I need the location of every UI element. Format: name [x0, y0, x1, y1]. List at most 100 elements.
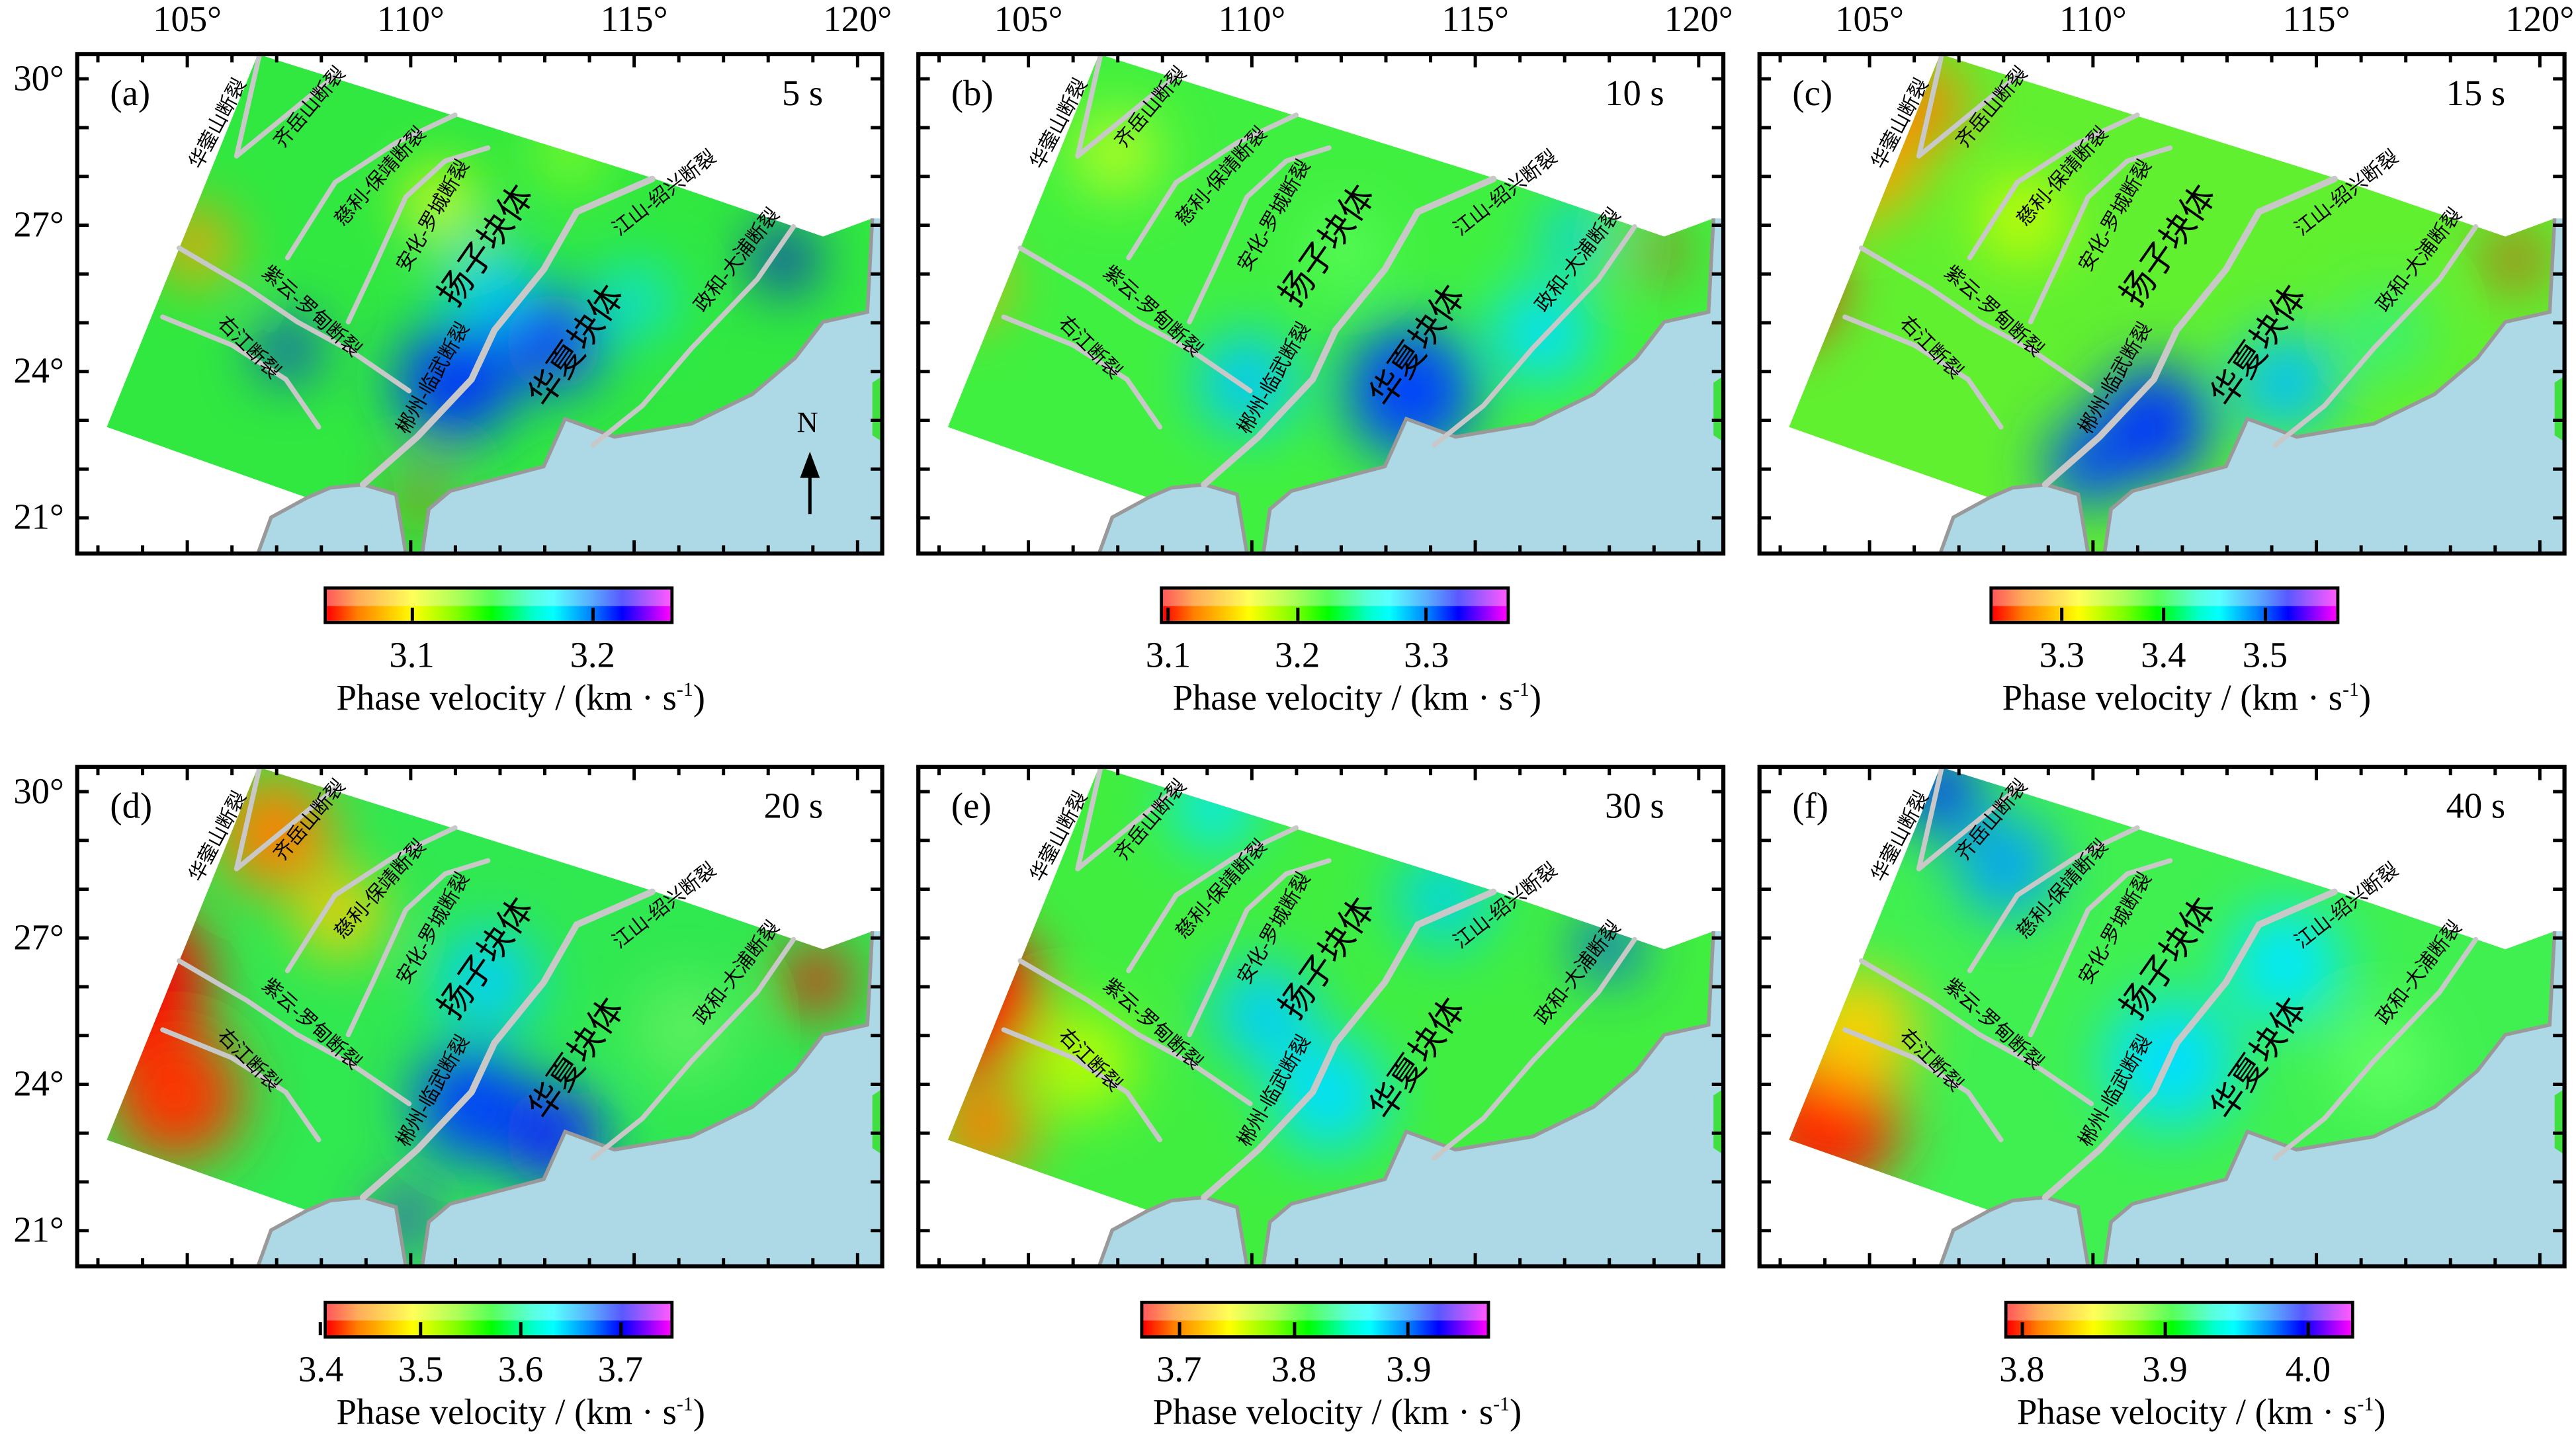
colorbar-tick-label: 3.1 — [1145, 634, 1191, 675]
velocity-anomaly — [2492, 236, 2538, 283]
colorbar-title: Phase velocity / (km · s-1) — [2002, 677, 2371, 720]
taiwan — [1713, 376, 1724, 442]
colorbar-title-exponent: -1 — [1493, 1392, 1510, 1415]
velocity-anomaly — [753, 229, 814, 290]
colorbar-tick — [2161, 607, 2165, 621]
colorbar-tick — [1292, 1322, 1296, 1336]
colorbar-title-text: Phase velocity / (km · s — [2002, 677, 2343, 718]
colorbar-title-close: ) — [1529, 677, 1542, 718]
coastline — [1938, 931, 2557, 1268]
fault-line — [1187, 145, 1332, 325]
map-panel: 华蓥山断裂 齐岳山断裂 慈利-保靖断裂 安化-罗城断裂 紫云-罗甸断裂 右江断裂 郴州-临武… — [916, 765, 1726, 1268]
velocity-anomaly — [2047, 423, 2129, 506]
lon-label: 115° — [2282, 0, 2350, 40]
colorbar: 3.7 3.8 3.9 Phase velocity / (km · s-1) — [1140, 1300, 1522, 1432]
panel-label: (e) — [951, 785, 992, 827]
map-frame — [75, 52, 884, 556]
taiwan — [872, 376, 882, 442]
map-panel: 华蓥山断裂 齐岳山断裂 慈利-保靖断裂 安化-罗城断裂 紫云-罗甸断裂 右江断裂 郴州-临武… — [1757, 0, 2574, 556]
fault-line — [1075, 786, 1179, 872]
fault-line — [1916, 52, 1945, 159]
colorbar-title-text: Phase velocity / (km · s — [336, 1391, 677, 1432]
colorbar-title-exponent: -1 — [676, 1392, 693, 1415]
phase-velocity-field — [107, 767, 873, 1266]
colorbar-tick-label: 4.0 — [2285, 1348, 2331, 1389]
taiwan — [2554, 376, 2565, 442]
colorbar-tick-label: 3.2 — [570, 634, 615, 675]
map-frame — [1757, 52, 2567, 556]
velocity-anomaly — [447, 243, 529, 325]
fault-line — [2272, 224, 2479, 448]
colorbar-tick — [2263, 607, 2267, 621]
map-canvas — [75, 765, 884, 1268]
fault-line — [1017, 245, 1253, 394]
velocity-anomaly — [947, 247, 1004, 321]
colorbar: 3.1 3.2 3.3 Phase velocity / (km · s-1) — [1146, 586, 1541, 718]
north-arrowhead-icon — [800, 451, 820, 478]
colorbar-tick-label: 3.7 — [597, 1348, 643, 1389]
lon-label: 120° — [1664, 0, 1733, 40]
colorbar-tick — [1424, 607, 1428, 621]
colorbar-tick-label: 3.8 — [1999, 1348, 2045, 1389]
map-canvas — [1757, 52, 2567, 556]
sea — [257, 931, 882, 1266]
panel-label: (b) — [951, 72, 994, 114]
colorbar-tick — [2020, 1322, 2024, 1336]
sea — [1940, 218, 2565, 554]
fault-line — [1916, 73, 2020, 159]
colorbar-title-text: Phase velocity / (km · s — [1152, 1391, 1494, 1432]
velocity-anomaly — [1074, 111, 1157, 194]
lat-label: 27° — [13, 916, 64, 958]
map-frame — [916, 765, 1726, 1268]
period-label: 20 s — [763, 785, 824, 827]
colorbar-tick-label: 3.1 — [389, 634, 435, 675]
fault-line — [1967, 112, 2140, 261]
fault-line — [160, 1027, 322, 1143]
colorbar-tick — [1406, 1322, 1410, 1336]
fault-line — [284, 825, 458, 974]
colorbar: 3.3 3.4 3.5 Phase velocity / (km · s-1) — [1989, 586, 2371, 718]
velocity-anomaly — [439, 931, 538, 1030]
colorbar-tick-label: 3.3 — [1404, 634, 1449, 675]
lon-label: 110° — [376, 0, 445, 40]
map-panel: 华蓥山断裂 齐岳山断裂 慈利-保靖断裂 安化-罗城断裂 紫云-罗甸断裂 右江断裂 郴州-临武… — [13, 765, 884, 1268]
panel-label: (c) — [1792, 72, 1833, 114]
period-label: 15 s — [2446, 72, 2506, 114]
velocity-anomaly — [1197, 333, 1297, 433]
fault-line — [176, 245, 412, 394]
fault-line — [1201, 888, 1497, 1201]
fault-line — [1075, 765, 1103, 872]
lon-label: 110° — [2059, 0, 2127, 40]
colorbar-tick-label: 3.7 — [1156, 1348, 1202, 1389]
colorbar-shade — [1993, 589, 2337, 606]
fault-line — [1842, 1027, 2004, 1143]
colorbar-tick — [1177, 1322, 1181, 1336]
velocity-anomaly — [298, 874, 382, 956]
colorbar-tick — [591, 607, 595, 621]
fault-line — [2041, 175, 2338, 488]
fault-line — [1187, 858, 1332, 1038]
colorbar-tick — [2060, 607, 2064, 621]
colorbar-tick — [2163, 1322, 2167, 1336]
fault-line — [345, 145, 491, 325]
velocity-anomaly — [1214, 964, 1313, 1063]
colorbar: 3.8 3.9 4.0 Phase velocity / (km · s-1) — [1999, 1300, 2385, 1432]
colorbar-shade — [1163, 589, 1507, 606]
fault-line — [1001, 1027, 1163, 1143]
lon-label: 115° — [600, 0, 668, 40]
coastline — [1938, 218, 2557, 556]
velocity-anomaly — [261, 323, 314, 376]
fault-line — [160, 314, 322, 430]
colorbar-tick — [619, 1322, 623, 1336]
fault-line — [1858, 245, 2094, 394]
colorbar-tick — [410, 607, 414, 621]
fault-line — [2028, 145, 2173, 325]
map-panel: 华蓥山断裂 齐岳山断裂 慈利-保靖断裂 安化-罗城断裂 紫云-罗甸断裂 右江断裂 郴州-临武… — [916, 0, 1733, 556]
sea — [1940, 931, 2565, 1266]
colorbar-tick-label: 3.4 — [2141, 634, 2186, 675]
fault-line — [2028, 858, 2173, 1038]
fault-line — [590, 224, 796, 448]
fault-line — [345, 858, 491, 1038]
colorbar-title-exponent: -1 — [676, 677, 693, 701]
